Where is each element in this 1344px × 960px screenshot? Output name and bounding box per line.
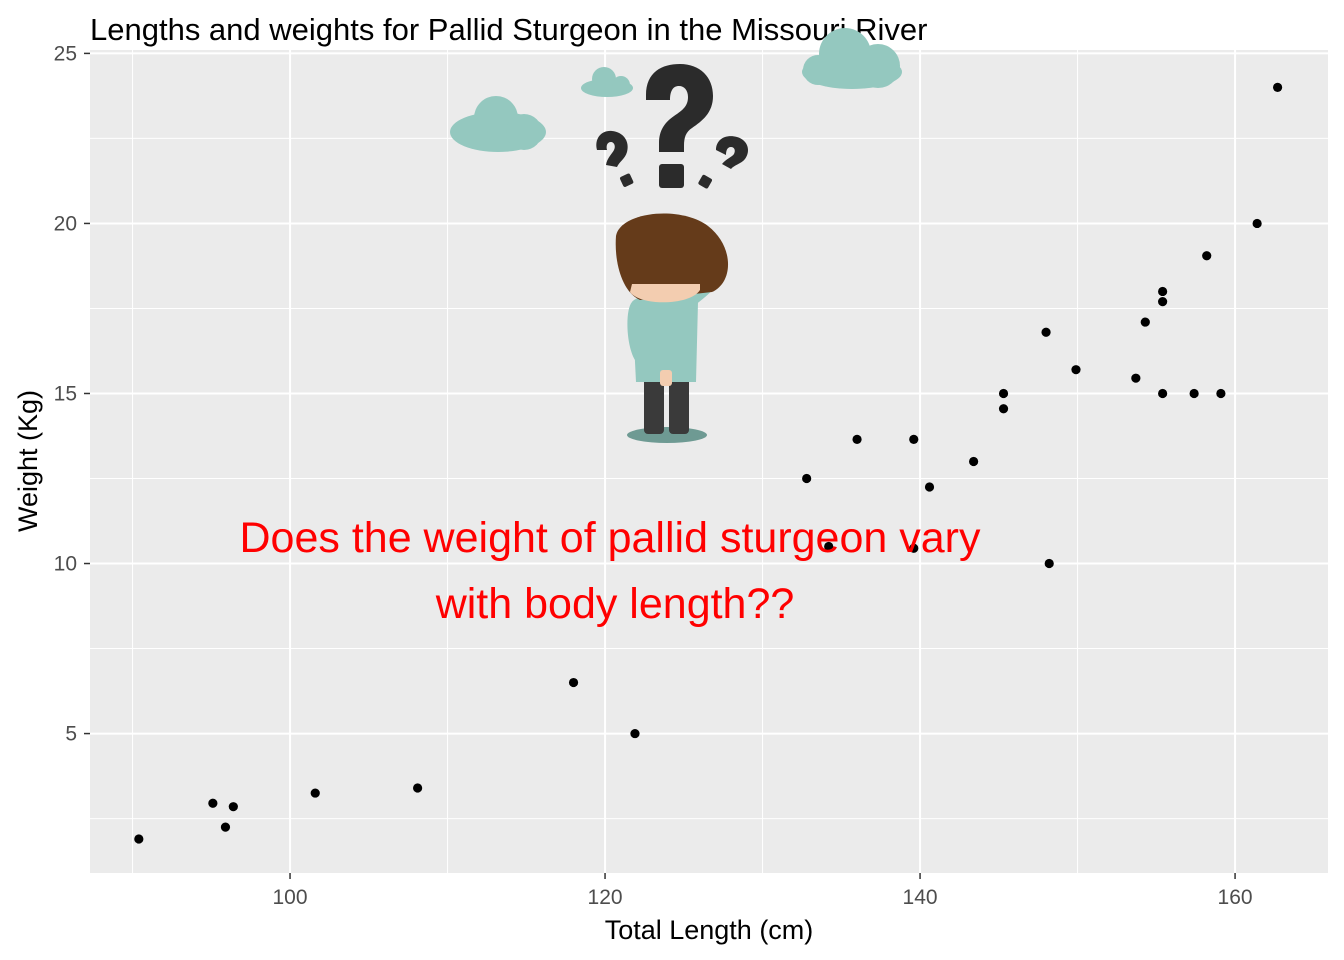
x-tick-label: 140	[903, 886, 938, 909]
x-tick-label: 160	[1218, 886, 1253, 909]
question-mark-icon	[596, 130, 634, 187]
data-point	[1071, 365, 1081, 375]
x-tick-label: 100	[273, 886, 308, 909]
x-axis-title: Total Length (cm)	[605, 915, 814, 945]
cloud-icon	[581, 67, 633, 97]
data-point	[1252, 218, 1262, 229]
data-point	[969, 456, 979, 467]
question-mark-icon	[698, 136, 749, 189]
y-axis-title: Weight (Kg)	[13, 390, 43, 532]
cloud-icon	[802, 28, 902, 89]
cloud-icon	[450, 96, 546, 152]
data-point	[1189, 388, 1199, 399]
data-point	[630, 728, 640, 739]
data-point	[909, 434, 919, 444]
data-point	[413, 783, 423, 793]
data-point	[1272, 82, 1283, 93]
data-point	[998, 404, 1009, 414]
data-point	[1140, 317, 1150, 327]
y-tick-label: 15	[54, 382, 77, 405]
y-tick-label: 20	[54, 212, 77, 235]
data-point	[1131, 373, 1141, 383]
y-tick-labels: 5 10 15 20 25	[54, 42, 77, 745]
plot-panel	[90, 50, 1328, 873]
data-point	[220, 822, 231, 832]
annotation-line: with body length??	[435, 580, 795, 628]
data-point	[1158, 297, 1168, 307]
data-point	[1158, 286, 1168, 297]
minor-gridlines	[90, 50, 1328, 873]
y-tick-label: 10	[54, 553, 77, 576]
data-point	[208, 798, 218, 808]
data-point	[134, 834, 144, 844]
data-point	[802, 473, 812, 484]
axis-ticks	[84, 52, 1236, 879]
confused-person-illustration	[450, 28, 902, 443]
data-point	[1216, 388, 1226, 399]
data-points	[134, 82, 1283, 844]
data-point	[1044, 558, 1054, 569]
data-point	[909, 543, 919, 553]
x-tick-label: 120	[588, 886, 623, 909]
annotation-line: Does the weight of pallid sturgeon vary	[240, 514, 981, 562]
question-mark-icon	[646, 64, 713, 188]
y-tick-label: 25	[54, 42, 77, 65]
person-figure	[615, 213, 729, 443]
data-point	[228, 802, 238, 812]
major-gridlines	[90, 50, 1328, 873]
data-point	[1041, 327, 1051, 337]
data-point	[1158, 388, 1168, 399]
y-tick-label: 5	[65, 723, 77, 746]
x-tick-labels: 100 120 140 160	[273, 886, 1253, 909]
data-point	[852, 434, 862, 444]
annotation-text: Does the weight of pallid sturgeon vary …	[240, 514, 981, 628]
data-point	[310, 788, 320, 798]
data-point	[924, 482, 935, 492]
data-point	[998, 388, 1009, 399]
chart-title: Lengths and weights for Pallid Sturgeon …	[90, 12, 927, 47]
data-point	[568, 677, 579, 688]
data-point	[824, 541, 834, 552]
data-point	[1202, 251, 1212, 261]
